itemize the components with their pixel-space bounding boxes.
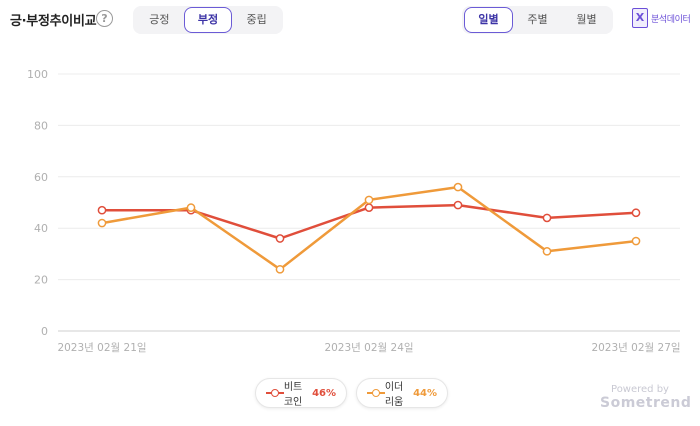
y-tick-label-80: 80 bbox=[34, 119, 48, 132]
period-toggle: 일별 주별 월별 bbox=[462, 6, 613, 34]
tab-weekly[interactable]: 주별 bbox=[527, 13, 548, 26]
data-point-s1-3 bbox=[364, 195, 374, 205]
x-tick-label-6: 2023년 02월 27일 bbox=[591, 341, 680, 354]
data-point-s0-3 bbox=[364, 203, 374, 212]
data-point-s0-5 bbox=[542, 213, 552, 223]
legend-item-ethereum[interactable]: 이더리움 44% bbox=[356, 378, 448, 408]
data-point-s0-0 bbox=[97, 205, 107, 215]
tab-daily[interactable]: 일별 bbox=[464, 7, 513, 33]
legend-name-bitcoin: 비트코인 bbox=[283, 382, 303, 408]
y-tick-label-20: 20 bbox=[34, 274, 48, 287]
data-point-s1-1 bbox=[186, 203, 196, 212]
legend-marker-ethereum bbox=[367, 388, 385, 398]
data-point-s1-0 bbox=[97, 218, 107, 228]
tab-negative[interactable]: 부정 bbox=[183, 7, 233, 33]
y-tick-label-60: 60 bbox=[34, 171, 48, 184]
export-data-button[interactable]: X 분석데이터 bbox=[632, 8, 691, 28]
sentiment-toggle: 긍정 부정 중립 bbox=[133, 6, 283, 34]
y-tick-label-100: 100 bbox=[27, 68, 48, 81]
y-axis-ticks: 0 20 40 60 80 100 bbox=[27, 68, 48, 338]
chart-legend: 비트코인 46% 이더리움 44% bbox=[0, 378, 700, 408]
brand-name: Sometrend bbox=[600, 395, 692, 411]
data-point-s0-6 bbox=[631, 208, 641, 218]
x-tick-label-3: 2023년 02월 24일 bbox=[324, 341, 413, 354]
chart-title: 긍·부정추이비교 bbox=[10, 14, 97, 29]
data-point-s1-5 bbox=[542, 246, 552, 256]
y-tick-label-40: 40 bbox=[34, 222, 48, 235]
chart-series bbox=[97, 182, 641, 274]
excel-icon: X bbox=[632, 8, 648, 28]
y-tick-label-0: 0 bbox=[41, 325, 48, 338]
legend-name-ethereum: 이더리움 bbox=[384, 382, 404, 408]
data-point-s0-4 bbox=[453, 200, 463, 210]
tab-positive[interactable]: 긍정 bbox=[149, 13, 170, 26]
powered-by-text: Powered by bbox=[611, 384, 669, 395]
data-point-s0-2 bbox=[275, 234, 285, 243]
legend-percent-bitcoin: 46% bbox=[312, 387, 336, 399]
tab-monthly[interactable]: 월별 bbox=[576, 13, 597, 26]
legend-marker-bitcoin bbox=[266, 388, 284, 398]
chart-header: 긍·부정추이비교 ? 긍정 부정 중립 일별 주별 월별 X 분석데이터 bbox=[0, 0, 700, 40]
data-point-s1-2 bbox=[275, 264, 285, 274]
data-point-s1-4 bbox=[453, 182, 463, 192]
chart-grid bbox=[58, 73, 680, 332]
x-tick-label-0: 2023년 02월 21일 bbox=[57, 341, 146, 354]
legend-item-bitcoin[interactable]: 비트코인 46% bbox=[255, 378, 347, 408]
tab-neutral[interactable]: 중립 bbox=[246, 13, 267, 26]
powered-by-logo: Powered by Sometrend bbox=[600, 384, 692, 411]
x-axis-ticks: 2023년 02월 21일 2023년 02월 24일 2023년 02월 27일 bbox=[57, 341, 680, 354]
export-data-label: 분석데이터 bbox=[651, 14, 691, 25]
help-icon[interactable]: ? bbox=[96, 10, 113, 27]
data-point-s1-6 bbox=[631, 236, 641, 246]
legend-percent-ethereum: 44% bbox=[413, 387, 437, 399]
